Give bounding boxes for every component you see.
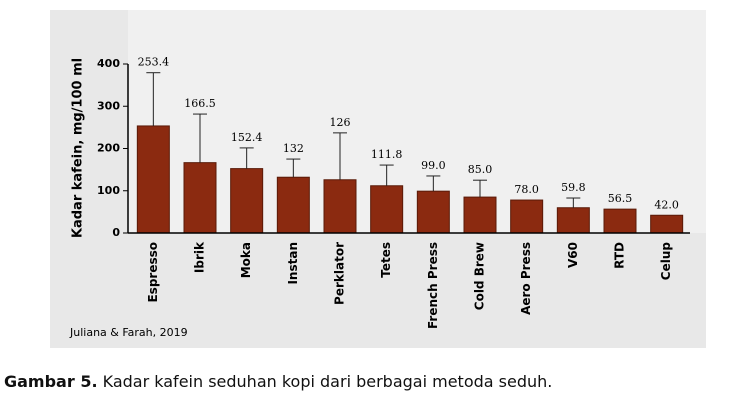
- x-tick-label: Ibrik: [193, 241, 207, 273]
- value-label: 132: [283, 142, 304, 155]
- y-tick-label: 0: [112, 226, 120, 239]
- bar: [650, 214, 684, 234]
- y-tick-label: 300: [97, 99, 120, 112]
- bar: [136, 125, 170, 234]
- chart: Kadar kafein, mg/100 ml Juliana & Farah,…: [50, 10, 706, 348]
- value-label: 152.4: [231, 131, 263, 144]
- value-label: 59.8: [561, 181, 586, 194]
- x-tick-label: Perklator: [333, 242, 347, 305]
- y-tick-label: 100: [97, 184, 120, 197]
- bar: [463, 196, 497, 234]
- x-tick-label: Tetes: [379, 242, 393, 278]
- value-label: 166.5: [184, 97, 216, 110]
- x-tick-label: Aero Press: [519, 242, 533, 315]
- value-label: 253.4: [138, 56, 170, 69]
- value-label: 56.5: [608, 192, 633, 205]
- x-tick-label: V60: [566, 242, 580, 268]
- bar: [183, 162, 217, 234]
- y-axis-title: Kadar kafein, mg/100 ml: [71, 58, 86, 238]
- source: Juliana & Farah, 2019: [69, 326, 188, 339]
- x-tick-label: Instan: [286, 242, 300, 285]
- x-tick-label: RTD: [613, 242, 627, 269]
- bar: [230, 168, 264, 234]
- value-label: 126: [330, 116, 351, 129]
- x-tick-label: Espresso: [146, 242, 160, 303]
- y-tick-label: 400: [97, 57, 120, 70]
- bar: [556, 207, 590, 234]
- value-label: 85.0: [468, 163, 493, 176]
- bar: [510, 199, 544, 234]
- bar: [603, 208, 637, 234]
- caption-text: Kadar kafein seduhan kopi dari berbagai …: [102, 372, 553, 391]
- x-tick-label: Moka: [239, 242, 253, 278]
- bar: [276, 176, 310, 234]
- x-tick-label: French Press: [426, 242, 440, 329]
- bar: [416, 190, 450, 234]
- value-label: 111.8: [371, 148, 403, 161]
- bar: [323, 179, 357, 234]
- caption-label: Gambar 5.: [4, 372, 98, 391]
- caption: Gambar 5. Kadar kafein seduhan kopi dari…: [4, 372, 552, 391]
- value-label: 99.0: [421, 159, 446, 172]
- y-tick-label: 200: [97, 142, 120, 155]
- bar: [370, 185, 404, 234]
- x-tick-label: Cold Brew: [473, 242, 487, 310]
- value-label: 78.0: [514, 183, 539, 196]
- x-tick-label: Celup: [659, 242, 673, 281]
- value-label: 42.0: [654, 198, 679, 211]
